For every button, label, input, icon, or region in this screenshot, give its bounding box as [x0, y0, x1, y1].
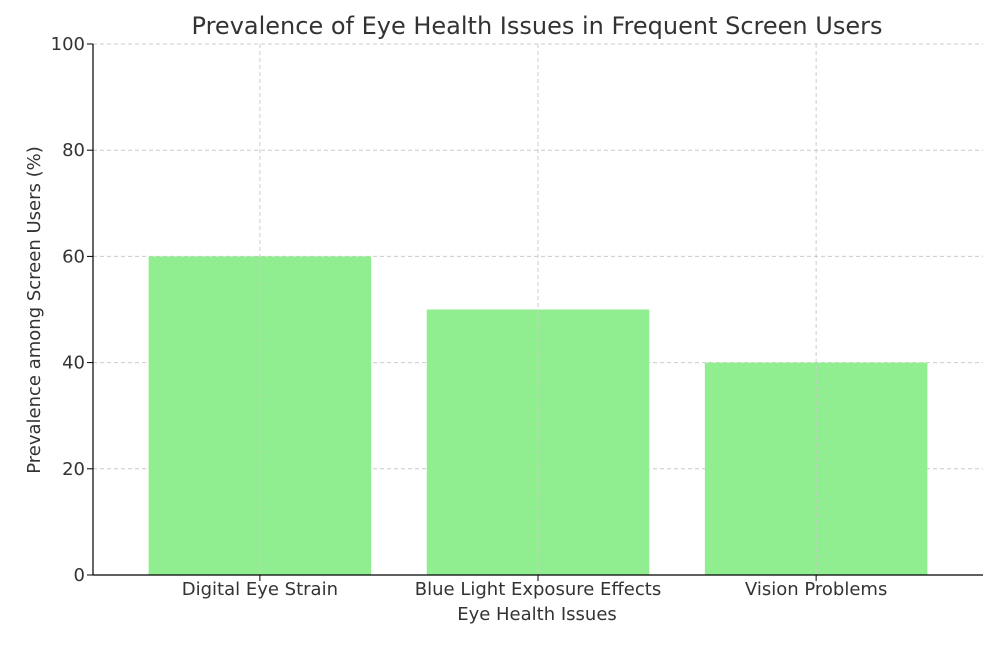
y-tick-label: 40	[62, 353, 85, 374]
x-axis-label: Eye Health Issues	[457, 604, 617, 625]
x-tick-label: Blue Light Exposure Effects	[415, 579, 661, 600]
bars	[148, 44, 928, 575]
y-tick-label: 100	[51, 34, 85, 55]
y-tick-label: 20	[62, 459, 85, 480]
x-tick-label: Vision Problems	[745, 579, 887, 600]
chart-title: Prevalence of Eye Health Issues in Frequ…	[192, 12, 883, 40]
x-tick-label: Digital Eye Strain	[182, 579, 338, 600]
y-tick-label: 0	[74, 565, 85, 586]
y-tick-label: 80	[62, 140, 85, 161]
y-axis-label: Prevalence among Screen Users (%)	[24, 146, 45, 474]
y-tick-label: 60	[62, 246, 85, 267]
y-tick-labels: 0 20 40 60 80 100	[51, 34, 93, 586]
x-tick-labels: Digital Eye Strain Blue Light Exposure Ef…	[182, 575, 887, 600]
